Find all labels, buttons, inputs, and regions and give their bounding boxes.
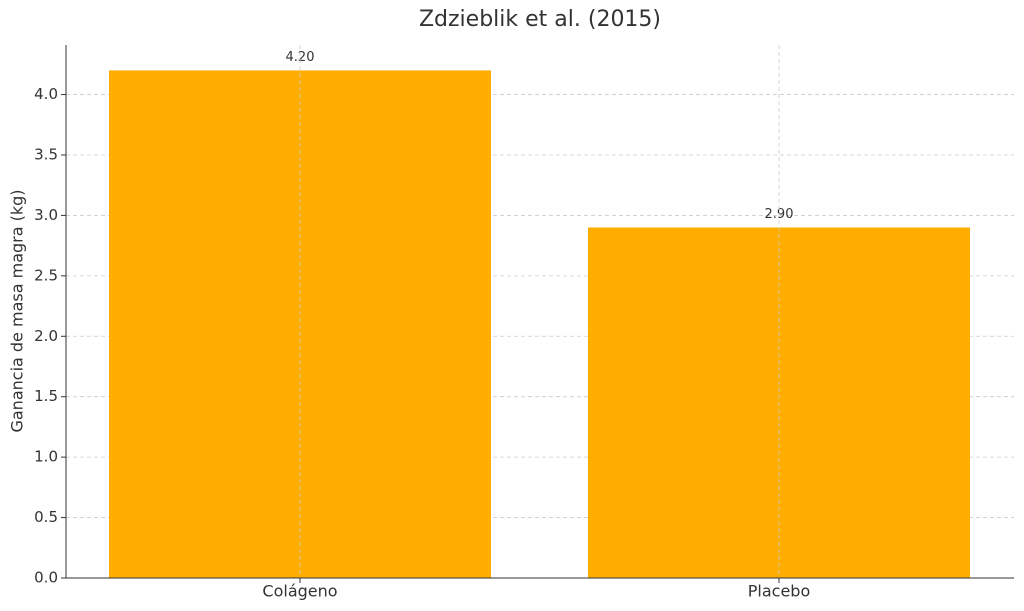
x-tick-label: Placebo bbox=[748, 582, 810, 601]
y-tick-label: 3.5 bbox=[34, 145, 58, 163]
y-tick-label: 1.5 bbox=[34, 387, 58, 405]
y-tick-label: 3.0 bbox=[34, 206, 58, 224]
value-label: 4.20 bbox=[286, 50, 315, 65]
y-tick-label: 1.0 bbox=[34, 448, 58, 466]
y-tick-label: 2.5 bbox=[34, 266, 58, 284]
chart-title: Zdzieblik et al. (2015) bbox=[419, 7, 661, 32]
y-tick-label: 0.0 bbox=[34, 569, 58, 587]
y-tick-label: 4.0 bbox=[34, 85, 58, 103]
x-tick-label: Colágeno bbox=[262, 582, 337, 601]
y-axis-label: Ganancia de masa magra (kg) bbox=[8, 189, 27, 432]
y-tick-label: 0.5 bbox=[34, 508, 58, 526]
y-tick-label: 2.0 bbox=[34, 327, 58, 345]
